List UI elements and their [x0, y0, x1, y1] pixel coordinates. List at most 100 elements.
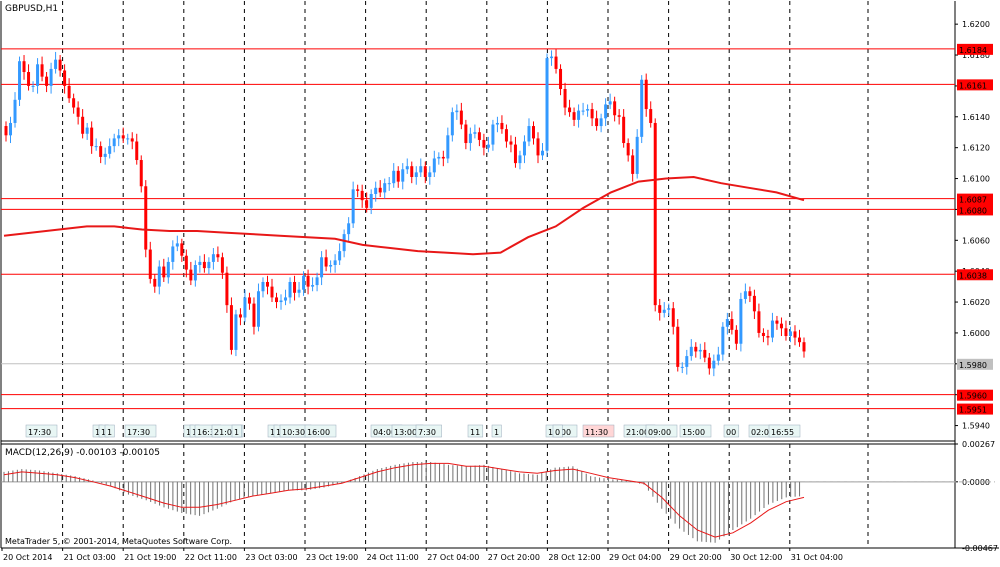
candle-body [193, 265, 197, 281]
y-tick-label: 1.6000 [962, 329, 990, 338]
candle-body [477, 132, 481, 140]
period-separator-label: 17:30 [28, 428, 51, 437]
candle-body [703, 349, 707, 358]
candle-body [788, 331, 792, 337]
x-tick-label: 21 Oct 03:00 [64, 553, 116, 562]
period-separator-tag [552, 424, 563, 438]
candle-body [797, 337, 801, 343]
period-separator-label: 1 [107, 428, 112, 437]
period-separator-label: 16:00 [307, 428, 330, 437]
candle-body [428, 172, 432, 177]
x-tick-label: 27 Oct 20:00 [488, 553, 540, 562]
candle-body [649, 109, 653, 123]
candle-body [653, 122, 657, 306]
candle-body [486, 144, 490, 148]
candle-body [189, 269, 193, 281]
candle-body [85, 127, 89, 134]
level-price-tag [957, 389, 993, 401]
candle-body [293, 281, 297, 293]
candle-body [270, 286, 274, 298]
candle-body [671, 308, 675, 327]
candle-body [135, 141, 139, 161]
level-price-tag [957, 193, 993, 205]
x-tick-label: 22 Oct 11:00 [185, 553, 237, 562]
candle-body [599, 118, 603, 127]
period-separator-label: 02:05 [751, 428, 774, 437]
level-price-label: 1.5960 [959, 392, 987, 401]
period-separator-label: 7:30 [418, 428, 436, 437]
candle-body [374, 187, 378, 194]
candle-body [139, 160, 143, 187]
candle-body [90, 127, 94, 147]
candle-body [617, 115, 621, 117]
candle-body [171, 246, 175, 262]
period-separator-label: 04:00 [373, 428, 396, 437]
candle-body [31, 85, 35, 87]
candle-body [338, 251, 342, 261]
candle-body [721, 326, 725, 355]
macd-y-tick-label: 0.00267 [962, 440, 995, 449]
candle-body [441, 156, 445, 159]
candle-body [450, 112, 454, 136]
candle-body [522, 141, 526, 156]
candle-body [153, 278, 157, 287]
candle-body [698, 349, 702, 352]
candle-body [770, 320, 774, 338]
candle-body [468, 133, 472, 144]
candle-body [680, 366, 684, 368]
candle-body [581, 110, 585, 112]
x-tick-label: 31 Oct 04:00 [791, 553, 843, 562]
candle-body [734, 329, 738, 344]
candle-body [121, 135, 125, 139]
current-price-tag [957, 358, 993, 370]
candle-body [410, 166, 414, 177]
candle-body [464, 124, 468, 144]
current-price-label: 1.5980 [959, 361, 987, 370]
period-separator-label: 1 [186, 428, 191, 437]
period-separator-label: 1 [270, 428, 275, 437]
candle-body [491, 124, 495, 145]
candle-body [63, 70, 67, 86]
period-separator-tag [304, 424, 337, 438]
period-separator-label: 11:30 [585, 428, 608, 437]
candle-body [198, 261, 202, 265]
footer-copyright: MetaTrader 5, © 2001-2014, MetaQuotes So… [5, 537, 232, 546]
candle-body [166, 261, 170, 278]
candle-body [225, 272, 229, 306]
candle-body [356, 189, 360, 191]
candle-body [550, 56, 554, 59]
period-separator-label: 09:00 [648, 428, 671, 437]
candle-body [45, 76, 49, 86]
period-separator-label: 16:3 [197, 428, 215, 437]
candle-body [175, 243, 179, 247]
period-separator-label: 0 [555, 428, 560, 437]
candle-body [58, 59, 62, 71]
candle-body [401, 169, 405, 182]
y-tick-label: 1.6120 [962, 144, 990, 153]
candle-body [392, 170, 396, 184]
candle-body [685, 356, 689, 367]
x-tick-label: 24 Oct 11:00 [367, 553, 419, 562]
candle-body [405, 166, 409, 170]
x-tick-label: 30 Oct 12:00 [730, 553, 782, 562]
candle-body [297, 289, 301, 293]
period-separator-tag [582, 424, 615, 438]
level-price-tag [957, 204, 993, 216]
level-price-label: 1.5951 [959, 406, 987, 415]
period-separator-tag [679, 424, 712, 438]
period-separator-label: 00 [726, 428, 736, 437]
period-separator-label: 1 [101, 428, 106, 437]
candle-body [784, 328, 788, 337]
candle-body [347, 223, 351, 235]
candle-body [311, 285, 315, 287]
candle-body [288, 281, 292, 298]
level-price-label: 1.6080 [959, 206, 987, 215]
x-tick-label: 23 Oct 03:00 [245, 553, 297, 562]
chart-title: GBPUSD,H1 [5, 4, 58, 14]
macd-signal-line [3, 462, 805, 538]
candle-body [779, 323, 783, 329]
period-separator-tag [124, 424, 157, 438]
candle-body [202, 261, 206, 269]
candle-body [234, 314, 238, 350]
